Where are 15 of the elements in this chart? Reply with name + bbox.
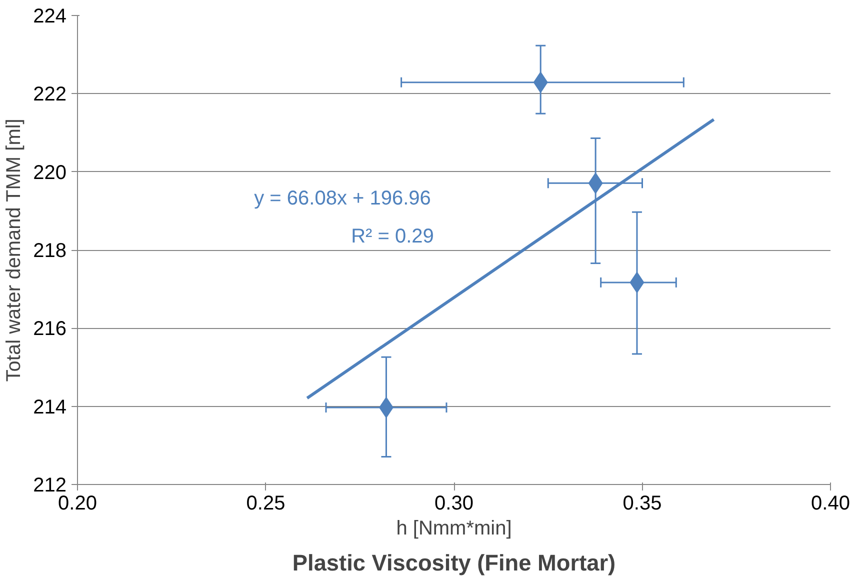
x-axis-title: h [Nmm*min] [396,518,512,540]
y-tick-label: 224 [33,6,67,28]
y-tick-label: 218 [33,240,67,262]
y-tick-label: 214 [33,396,67,418]
y-tick-label: 222 [33,84,67,106]
annotation: y = 66.08x + 196.96 [254,188,431,210]
text: Plastic Viscosity (Fine Mortar) [292,550,616,576]
x-tick-label: 0.35 [622,492,662,514]
y-tick-label: 220 [33,162,67,184]
x-tick-label: 0.30 [434,492,474,514]
x-tick-label: 0.25 [246,492,286,514]
annotation: R² = 0.29 [351,226,434,248]
x-tick-label: 0.40 [811,492,850,514]
y-tick-label: 216 [33,318,67,340]
y-axis-title: Total water demand TMM [ml] [3,118,26,382]
